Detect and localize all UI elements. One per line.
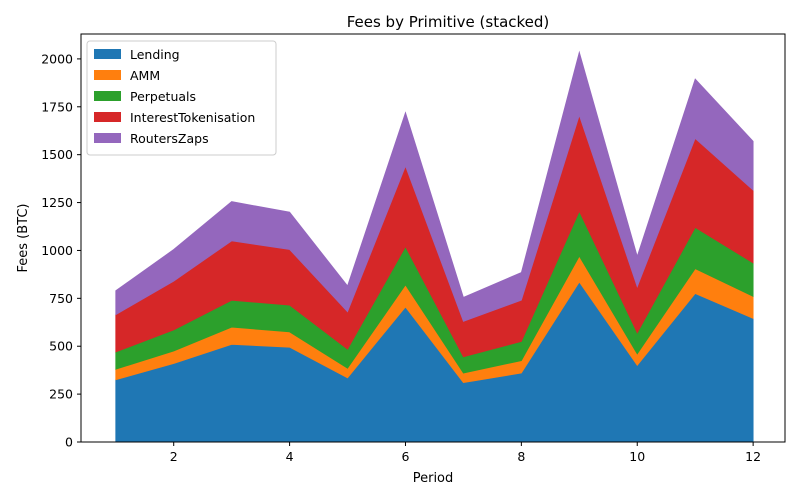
legend-label-perpetuals: Perpetuals [130, 89, 196, 104]
y-tick-label: 2000 [41, 51, 73, 66]
legend-swatch-amm [94, 70, 121, 80]
plot-frame [80, 33, 786, 443]
x-tick-label: 6 [402, 449, 410, 464]
y-tick-label: 1500 [41, 147, 73, 162]
legend-box [86, 40, 277, 156]
legend-swatch-lending [94, 49, 121, 59]
legend-label-lending: Lending [130, 47, 180, 62]
area-layers [115, 50, 754, 443]
legend-swatch-perpetuals [94, 91, 121, 101]
x-tick-label: 2 [170, 449, 178, 464]
x-tick-label: 10 [629, 449, 645, 464]
y-tick-label: 1250 [41, 195, 73, 210]
area-routerszaps [115, 50, 754, 322]
x-axis-label: Period [413, 471, 454, 486]
y-axis-label: Fees (BTC) [16, 204, 31, 273]
y-tick-label: 0 [65, 435, 73, 450]
y-tick-label: 750 [49, 291, 73, 306]
y-tick-label: 500 [49, 339, 73, 354]
x-axis: 2 4 6 8 10 12 [170, 442, 761, 464]
legend-label-interesttokenisation: InterestTokenisation [130, 110, 255, 125]
chart-title: Fees by Primitive (stacked) [347, 13, 550, 31]
legend-label-routerszaps: RoutersZaps [130, 131, 209, 146]
x-tick-label: 4 [286, 449, 294, 464]
legend-label-amm: AMM [130, 68, 160, 83]
y-tick-label: 250 [49, 387, 73, 402]
y-axis: 0 250 500 750 1000 1250 1500 1750 2000 [41, 51, 81, 450]
x-tick-label: 8 [517, 449, 525, 464]
legend-swatch-routerszaps [94, 133, 121, 143]
legend-swatch-interesttokenisation [94, 112, 121, 122]
y-tick-label: 1000 [41, 243, 73, 258]
x-tick-label: 12 [745, 449, 761, 464]
legend: Lending AMM Perpetuals InterestTokenisation… [86, 40, 277, 156]
y-tick-label: 1750 [41, 99, 73, 114]
